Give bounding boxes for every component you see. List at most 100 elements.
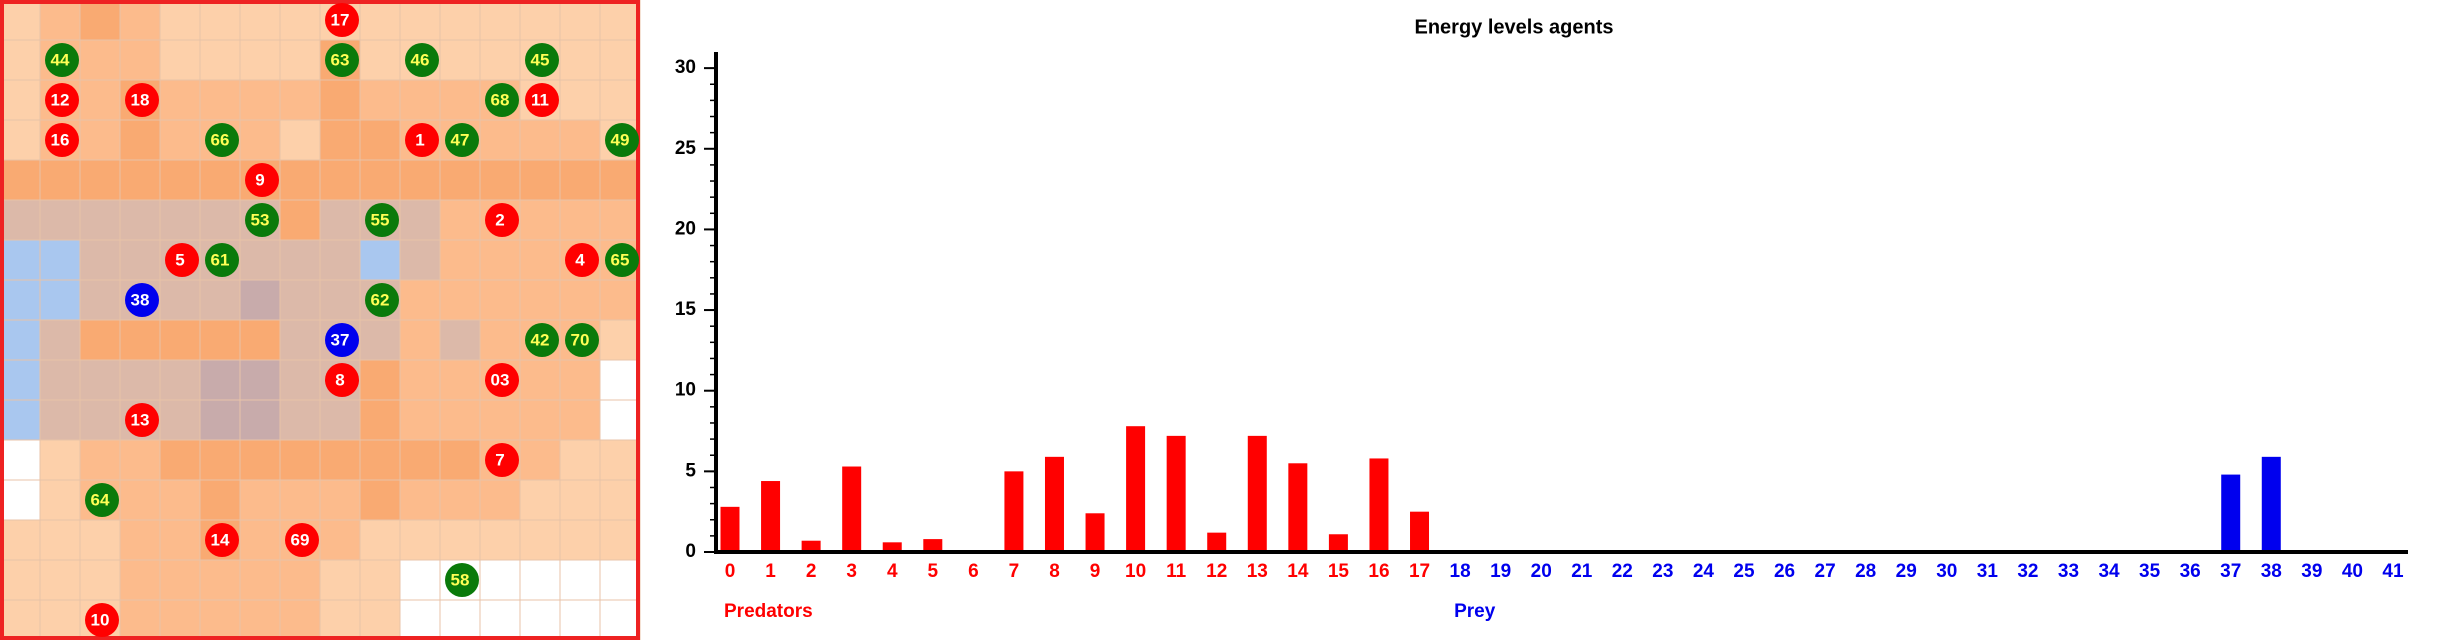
cell xyxy=(279,119,321,161)
cell xyxy=(79,319,121,361)
cell xyxy=(439,439,481,481)
group-label: Predators xyxy=(724,601,813,622)
agent-label: 55 xyxy=(371,210,390,229)
x-tick-label: 32 xyxy=(2017,561,2038,582)
cell xyxy=(519,159,561,201)
cell xyxy=(159,319,201,361)
cell xyxy=(199,159,241,201)
cell xyxy=(199,319,241,361)
agent xyxy=(445,563,479,597)
cell xyxy=(399,479,441,521)
agent xyxy=(205,123,239,157)
agent xyxy=(125,283,159,317)
x-tick-label: 7 xyxy=(1009,561,1020,582)
agent xyxy=(45,123,79,157)
x-tick-label: 3 xyxy=(846,561,857,582)
cell xyxy=(399,519,441,561)
cell xyxy=(119,39,161,81)
cell xyxy=(439,39,481,81)
cell xyxy=(599,279,641,321)
agent-label: 49 xyxy=(611,130,630,149)
cell xyxy=(359,239,401,281)
cell xyxy=(119,199,161,241)
cell xyxy=(439,159,481,201)
cell xyxy=(239,559,281,601)
cell xyxy=(479,479,521,521)
agent xyxy=(325,323,359,357)
cell xyxy=(559,359,601,401)
cell xyxy=(199,479,241,521)
cell xyxy=(599,0,641,41)
cell xyxy=(279,199,321,241)
cell xyxy=(599,359,641,401)
cell xyxy=(559,39,601,81)
cell xyxy=(559,119,601,161)
x-tick-label: 31 xyxy=(1977,561,1999,582)
cell xyxy=(479,279,521,321)
agent-label: 5 xyxy=(175,250,184,269)
cell xyxy=(599,39,641,81)
agent-label: 18 xyxy=(131,90,150,109)
cell xyxy=(359,519,401,561)
cell xyxy=(119,479,161,521)
agent-label: 37 xyxy=(331,330,350,349)
agent-label: 10 xyxy=(91,610,110,629)
cell xyxy=(399,199,441,241)
cell xyxy=(319,519,361,561)
cell xyxy=(159,359,201,401)
cell xyxy=(199,439,241,481)
cell xyxy=(599,399,641,441)
x-tick-label: 8 xyxy=(1049,561,1060,582)
agent-label: 42 xyxy=(531,330,550,349)
cell xyxy=(399,279,441,321)
agent-label: 47 xyxy=(451,130,470,149)
x-tick-label: 17 xyxy=(1409,561,1430,582)
x-tick-label: 24 xyxy=(1693,561,1715,582)
cell xyxy=(599,479,641,521)
cell xyxy=(39,479,81,521)
cell xyxy=(0,599,41,640)
agent xyxy=(565,323,599,357)
cell xyxy=(279,359,321,401)
y-tick-label: 30 xyxy=(675,57,696,78)
cell xyxy=(39,559,81,601)
x-tick-label: 26 xyxy=(1774,561,1795,582)
agent-label: 7 xyxy=(495,450,504,469)
cell xyxy=(519,599,561,640)
cell xyxy=(359,559,401,601)
cell xyxy=(119,359,161,401)
bar xyxy=(1328,534,1348,552)
agent xyxy=(485,203,519,237)
cell xyxy=(319,199,361,241)
agent-label: 2 xyxy=(495,210,504,229)
cell xyxy=(439,319,481,361)
agent xyxy=(245,163,279,197)
cell xyxy=(39,599,81,640)
cell xyxy=(79,119,121,161)
cell xyxy=(39,439,81,481)
x-tick-label: 1 xyxy=(765,561,776,582)
cell xyxy=(399,439,441,481)
agent xyxy=(445,123,479,157)
cell xyxy=(399,79,441,121)
bar xyxy=(923,539,943,552)
x-tick-label: 14 xyxy=(1287,561,1309,582)
cell xyxy=(159,79,201,121)
agent-label: 4 xyxy=(575,250,585,269)
cell xyxy=(279,79,321,121)
cell xyxy=(319,439,361,481)
cell xyxy=(0,359,41,401)
cell xyxy=(39,399,81,441)
agent-label: 65 xyxy=(611,250,630,269)
cell xyxy=(399,599,441,640)
cell xyxy=(0,479,41,521)
cell xyxy=(159,279,201,321)
cell xyxy=(559,159,601,201)
x-tick-label: 40 xyxy=(2342,561,2363,582)
cell xyxy=(399,239,441,281)
bar xyxy=(1166,435,1186,552)
cell xyxy=(479,159,521,201)
x-tick-label: 6 xyxy=(968,561,979,582)
cell xyxy=(279,319,321,361)
y-tick-label: 10 xyxy=(675,380,696,401)
